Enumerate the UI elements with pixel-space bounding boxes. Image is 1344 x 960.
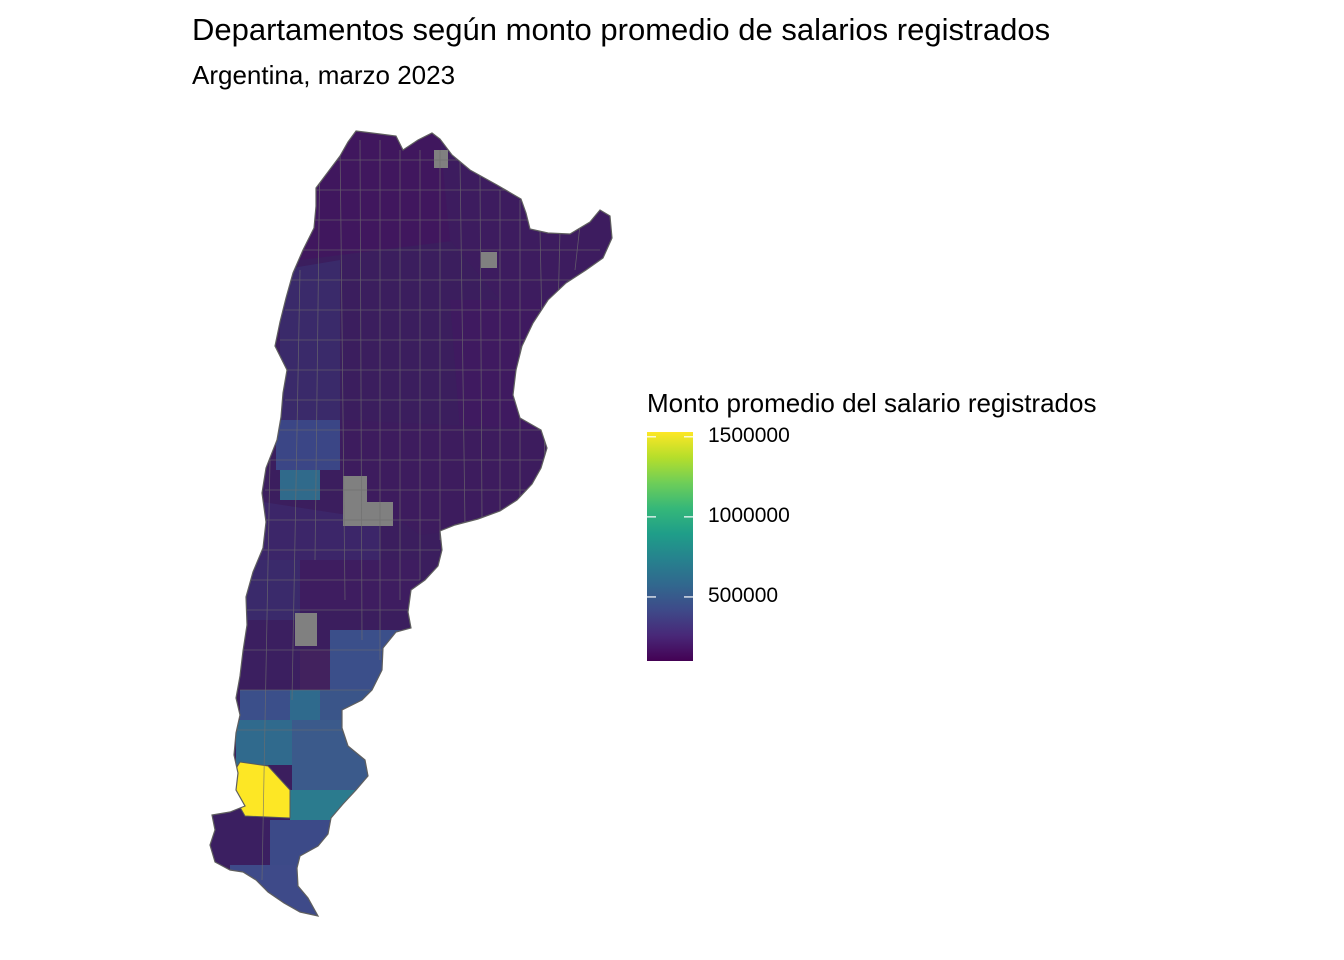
legend-title: Monto promedio del salario registrados: [647, 388, 1097, 418]
legend-colorbar: [647, 432, 693, 661]
region-cuyo-a: [276, 420, 340, 470]
region-chubut-c: [330, 630, 400, 690]
legend-gradient: [647, 432, 693, 661]
region-na-1: [434, 150, 448, 168]
region-chubut-b: [300, 650, 330, 690]
region-pampa: [340, 420, 560, 535]
region-santa-cruz-n: [290, 690, 320, 720]
region-tierra-w: [210, 810, 270, 865]
region-santa-cruz-ne: [320, 690, 380, 720]
region-na-5: [295, 613, 317, 646]
region-na-3: [343, 476, 367, 502]
country-outline: [209, 130, 613, 917]
region-rio-negro-e: [300, 560, 420, 610]
region-na-4: [343, 502, 393, 526]
chart-title: Departamentos según monto promedio de sa…: [192, 12, 1051, 47]
legend-label: 1000000: [708, 503, 790, 527]
region-rio-negro-w: [245, 560, 300, 620]
region-santa-cruz-w: [236, 720, 292, 765]
legend-label: 1500000: [708, 423, 790, 447]
region-santa-cruz-c: [292, 720, 380, 790]
legend-ticks: [647, 436, 693, 598]
chart-subtitle: Argentina, marzo 2023: [192, 60, 456, 90]
region-tierra-s: [230, 865, 320, 916]
region-northwest: [280, 131, 460, 260]
region-na-2: [481, 252, 497, 268]
region-cuyo-b: [280, 470, 320, 500]
legend-label: 500000: [708, 583, 779, 607]
